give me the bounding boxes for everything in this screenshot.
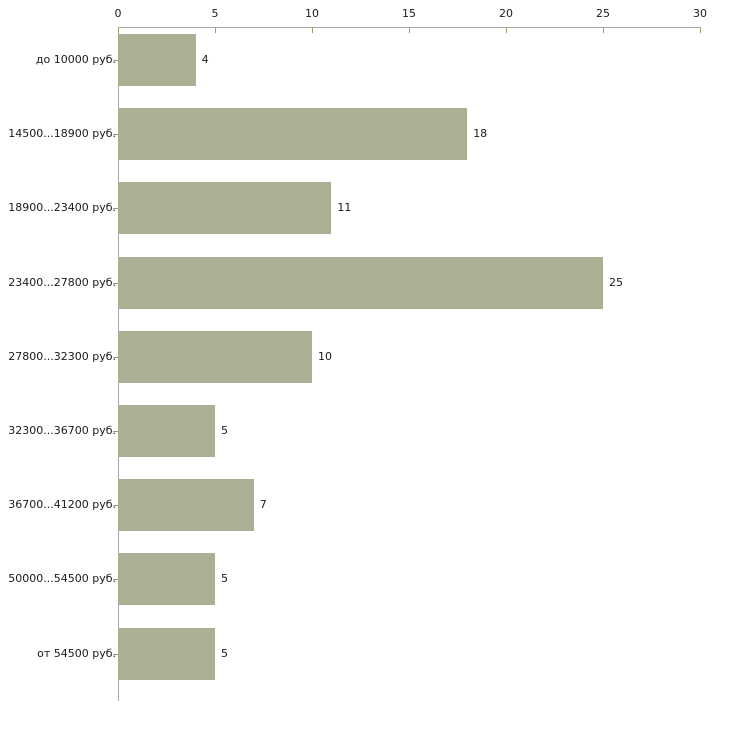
bar [118,256,603,309]
bar-value-label: 11 [337,201,352,215]
category-label: 32300...36700 руб. [8,424,116,437]
bar-value-label: 18 [473,127,488,141]
bar-value-label: 5 [221,424,228,437]
y-axis-tick [113,431,118,432]
x-axis-tick [312,27,313,33]
y-axis-tick [113,208,118,210]
x-axis-tick [215,27,216,33]
x-axis-tick-label: 15 [402,7,416,20]
category-label: 36700...41200 руб. [8,498,116,512]
bar-value-label: 4 [201,53,209,66]
x-axis-tick [603,27,604,33]
x-axis-tick [700,27,701,33]
bar [118,627,215,680]
x-axis-tick-label: 20 [499,7,513,20]
x-axis-tick-label: 5 [211,7,219,20]
bar [118,182,332,235]
y-axis-tick [113,60,118,61]
category-label: 18900...23400 руб. [8,201,116,215]
bar [118,108,468,161]
x-axis-tick-label: 30 [693,7,707,20]
x-axis-tick-label: 0 [114,7,122,20]
x-axis-tick-label: 10 [305,7,319,20]
category-label: от 54500 руб. [37,646,116,660]
bar [118,34,196,86]
category-label: 14500...18900 руб. [8,127,116,141]
y-axis-tick [113,653,118,655]
y-axis-tick [113,579,118,581]
category-label: 50000...54500 руб. [8,572,116,586]
x-axis-tick [409,27,410,33]
bar [118,405,215,457]
x-axis-tick-label: 25 [596,7,610,20]
category-label: 27800...32300 руб. [8,349,116,363]
bar-value-label: 5 [221,572,228,586]
x-axis-tick [118,27,119,33]
bar-value-label: 25 [609,275,623,289]
category-label: до 10000 руб. [35,53,116,66]
y-axis-tick [113,505,118,507]
category-label: 23400...27800 руб. [8,275,116,289]
y-axis-tick [113,356,118,358]
bar [118,330,312,383]
bar-value-label: 5 [221,646,228,660]
bar [118,553,215,606]
bar [118,479,254,532]
y-axis-tick [113,134,118,136]
bar-value-label: 7 [259,498,267,512]
bar-value-label: 10 [318,349,332,363]
x-axis-tick [506,27,507,33]
y-axis-tick [113,282,118,284]
